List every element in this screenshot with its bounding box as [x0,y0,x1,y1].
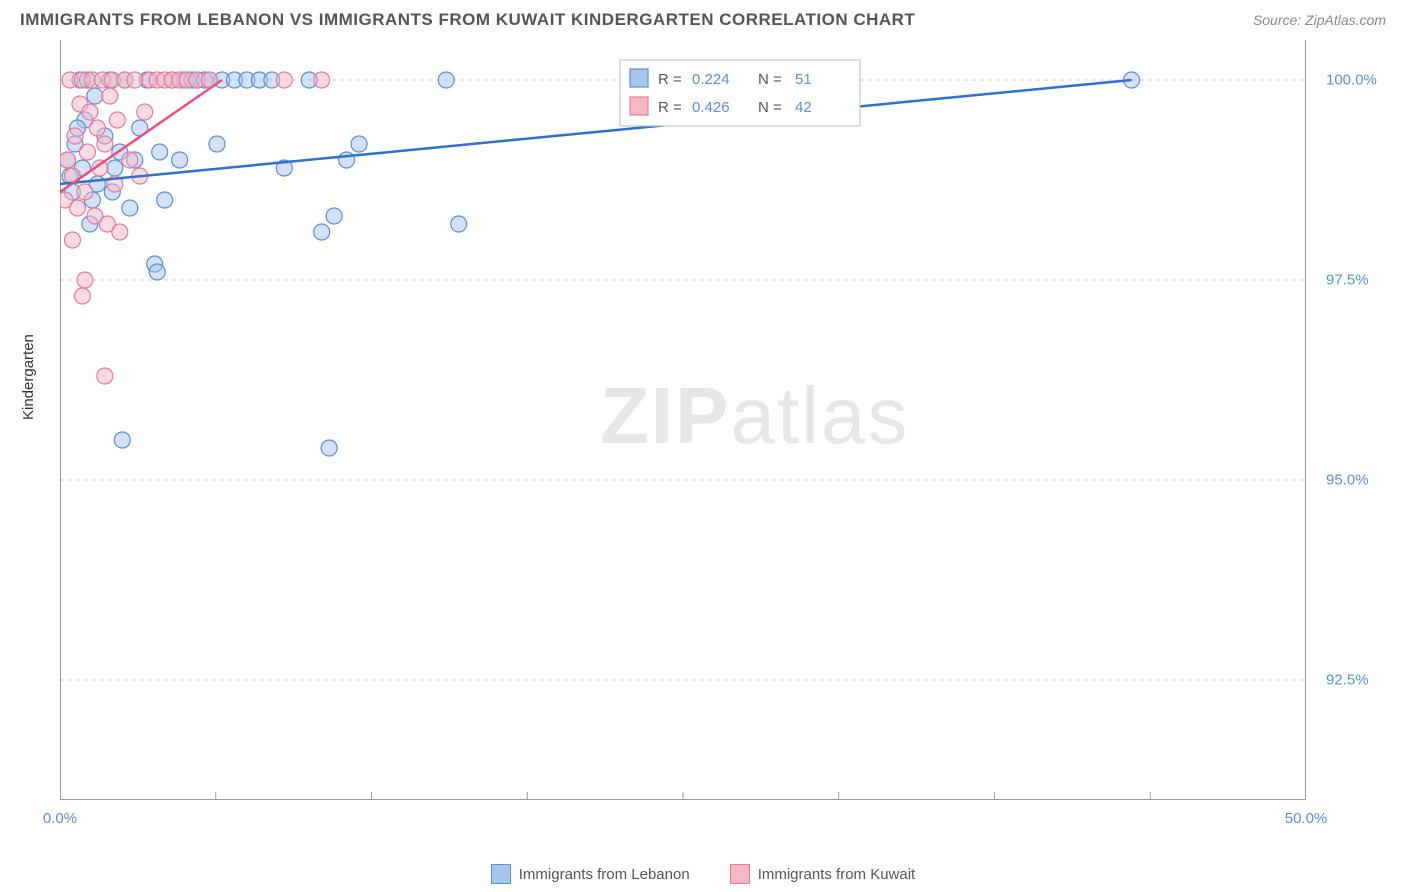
svg-text:N =: N = [758,99,782,116]
svg-text:42: 42 [795,99,812,116]
svg-text:0.224: 0.224 [692,71,730,88]
legend-label: Immigrants from Kuwait [758,866,916,883]
chart-source: Source: ZipAtlas.com [1253,12,1386,28]
legend-item: Immigrants from Lebanon [491,864,690,884]
y-axis-label: Kindergarten [20,334,37,420]
legend-swatch [491,864,511,884]
legend-label: Immigrants from Lebanon [519,866,690,883]
svg-text:51: 51 [795,71,812,88]
scatter-chart: R = 0.224 N = 51 R = 0.426 N = 42 [60,40,1306,800]
bottom-legend: Immigrants from Lebanon Immigrants from K… [0,864,1406,884]
chart-area: R =0.224N =51R =0.426N =42 92.5%95.0%97.… [60,40,1306,805]
legend-item: Immigrants from Kuwait [730,864,916,884]
chart-title: IMMIGRANTS FROM LEBANON VS IMMIGRANTS FR… [20,10,915,30]
x-tick-label: 50.0% [1285,810,1328,827]
svg-text:0.426: 0.426 [692,99,730,116]
legend-swatch [730,864,750,884]
svg-text:R =: R = [658,71,682,88]
x-tick-label: 0.0% [43,810,77,827]
svg-text:N =: N = [758,71,782,88]
svg-text:R =: R = [658,99,682,116]
chart-header: IMMIGRANTS FROM LEBANON VS IMMIGRANTS FR… [0,0,1406,35]
